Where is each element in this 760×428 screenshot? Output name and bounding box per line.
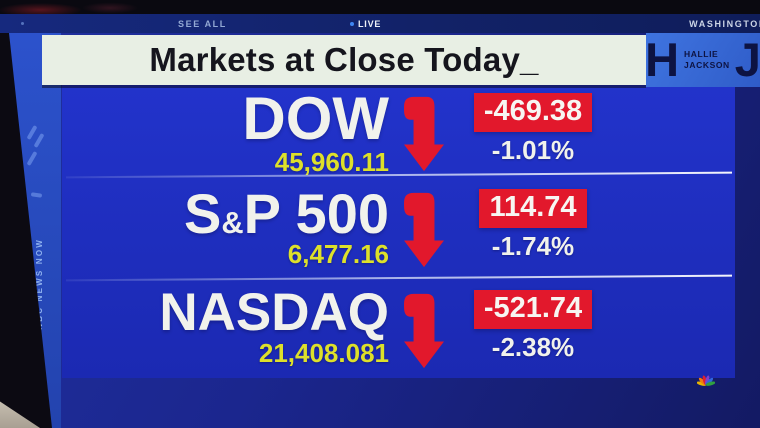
change-amount-badge: 114.74	[479, 189, 587, 228]
see-all-link[interactable]: SEE ALL	[178, 19, 227, 29]
index-name-part: P 500	[243, 182, 389, 245]
peacock-feather-icon	[30, 192, 43, 198]
peacock-feather-icon	[26, 151, 38, 166]
change-block: -521.74 -2.38%	[459, 290, 607, 363]
live-indicator: LIVE	[350, 19, 381, 29]
quote-block: NASDAQ 21,408.081	[62, 283, 389, 368]
show-monogram-j: J	[734, 33, 760, 86]
ticker-row-dow: DOW 45,960.11 -469.38 -1.01%	[62, 85, 735, 178]
nav-bullet-icon	[21, 22, 24, 25]
live-dot-icon	[350, 22, 354, 26]
index-value: 6,477.16	[287, 239, 389, 270]
index-name: NASDAQ	[159, 283, 389, 342]
index-name: DOW	[242, 85, 389, 152]
down-arrow-icon	[401, 292, 447, 375]
markets-panel: DOW 45,960.11 -469.38 -1.01% S&P 500 6,4…	[62, 85, 735, 378]
location-label: WASHINGTON	[689, 19, 760, 29]
letterbox-top	[0, 0, 760, 14]
quote-block: S&P 500 6,477.16	[62, 186, 389, 270]
ticker-row-nasdaq: NASDAQ 21,408.081 -521.74 -2.38%	[62, 278, 735, 378]
show-host-name: HALLIE JACKSON	[684, 49, 730, 71]
change-block: -469.38 -1.01%	[459, 93, 607, 166]
quote-block: DOW 45,960.11	[62, 85, 389, 177]
peacock-feather-icon	[26, 125, 38, 140]
ticker-row-sp500: S&P 500 6,477.16 114.74 -1.74%	[62, 175, 735, 278]
change-amount-badge: -521.74	[473, 290, 593, 329]
down-arrow-icon	[401, 95, 447, 178]
change-block: 114.74 -1.74%	[459, 189, 607, 262]
host-last-name: JACKSON	[684, 60, 730, 70]
index-name-ampersand: &	[221, 205, 244, 240]
host-first-name: HALLIE	[684, 48, 719, 59]
change-percent: -2.38%	[491, 331, 575, 362]
peacock-feather-icon	[33, 133, 45, 148]
change-percent: -1.74%	[491, 230, 575, 261]
studio-screen: NBC NEWS NOW DOW 45,960.11 -469.38 -1.01…	[0, 33, 760, 428]
down-arrow-icon	[401, 191, 447, 274]
headline-title: Markets at Close Today_	[149, 41, 539, 78]
index-name-part: S	[184, 182, 222, 245]
live-label: LIVE	[358, 19, 382, 29]
headline-bar: Markets at Close Today_	[42, 35, 646, 85]
index-value: 45,960.11	[274, 146, 389, 177]
nbc-peacock-icon	[696, 373, 716, 386]
show-logo: H HALLIE JACKSON J	[646, 33, 760, 87]
index-name: S&P 500	[62, 186, 389, 242]
index-value: 21,408.081	[258, 337, 389, 368]
change-percent: -1.01%	[491, 134, 575, 165]
top-nav-bar: SEE ALL LIVE WASHINGTON	[0, 14, 760, 33]
change-amount-badge: -469.38	[473, 93, 593, 132]
show-monogram-h: H	[646, 33, 680, 86]
